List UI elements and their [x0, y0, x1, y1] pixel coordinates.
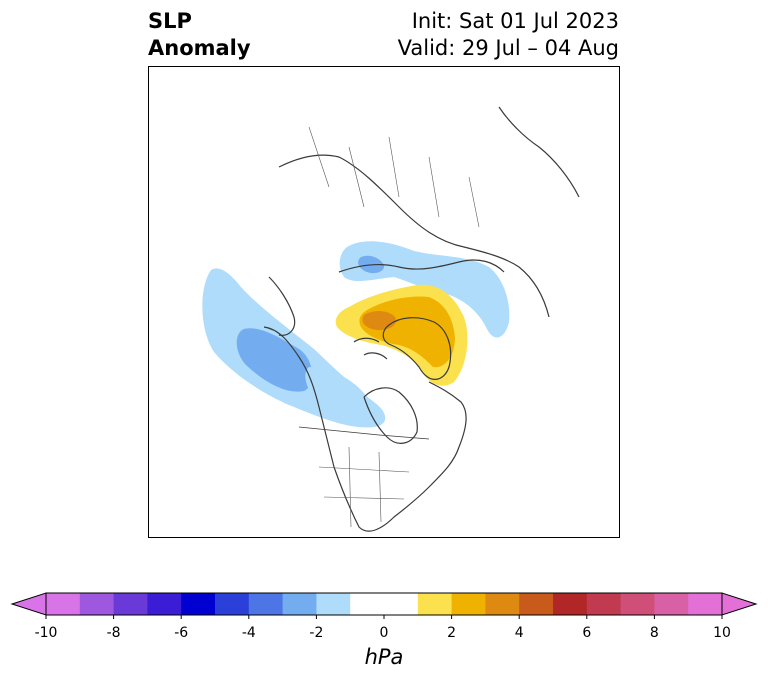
anomaly-shading [202, 241, 510, 428]
canada-negative-anomaly [305, 367, 382, 428]
valid-date-range: Valid: 29 Jul – 04 Aug [397, 36, 619, 60]
colorbar-bin [553, 593, 588, 615]
colorbar-bin [248, 593, 284, 615]
us-canada-border [298, 426, 430, 440]
coastlines [263, 106, 580, 532]
colorbar-bin [147, 593, 182, 615]
colorbar-bin [215, 593, 250, 615]
colorbar-bin [181, 593, 216, 615]
colorbar-bin [417, 593, 453, 615]
colorbar-tick-label: -8 [106, 625, 121, 641]
colorbar-bin [620, 593, 655, 615]
siberia-coast [338, 259, 505, 273]
colorbar-bin [46, 593, 81, 615]
colorbar-under-arrow [10, 592, 47, 616]
colorbar-tick-label: -10 [34, 625, 58, 641]
colorbar-bin [282, 593, 317, 615]
eurasia-coastline [278, 154, 550, 318]
init-date: Init: Sat 01 Jul 2023 [411, 9, 619, 33]
colorbar-tick-marks [45, 615, 723, 619]
hudson-bay-coast [363, 387, 418, 444]
colorbar-bins [46, 593, 723, 615]
arctic-archipelago-coast [353, 337, 388, 360]
colorbar-bin [586, 593, 622, 615]
colorbar-bin [654, 593, 689, 615]
north-america-coastline [263, 326, 467, 532]
colorbar-bin [451, 593, 486, 615]
map-svg [202, 106, 580, 532]
colorbar-tick-label: 6 [582, 625, 592, 641]
alaska-coast [268, 276, 296, 336]
colorbar-unit-label: hPa [364, 645, 404, 669]
greenland-positive-anomaly-mid [359, 296, 455, 368]
colorbar-tick-label: 2 [447, 625, 457, 641]
political-borders [308, 126, 480, 528]
colorbar-over-arrow [721, 592, 758, 616]
colorbar-bin [79, 593, 115, 615]
colorbar-tick-label: 8 [649, 625, 659, 641]
asia-east-coast [498, 106, 580, 198]
colorbar-bin [113, 593, 148, 615]
colorbar-tick-label: -4 [241, 625, 256, 641]
pacific-negative-anomaly-inner [236, 328, 313, 392]
colorbar [10, 592, 758, 619]
title-variable-line1: SLP [148, 9, 192, 33]
colorbar-tick-label: -6 [174, 625, 189, 641]
colorbar-bin [316, 593, 351, 615]
title-variable-line2: Anomaly [148, 36, 251, 60]
colorbar-bin [350, 593, 419, 615]
colorbar-tick-label: 4 [514, 625, 524, 641]
colorbar-bin [688, 593, 723, 615]
colorbar-bin [485, 593, 520, 615]
map-title: SLP Anomaly [148, 8, 251, 62]
colorbar-tick-label: 0 [379, 625, 389, 641]
colorbar-tick-label: 10 [713, 625, 731, 641]
map-panel [148, 66, 620, 538]
map-dates: Init: Sat 01 Jul 2023 Valid: 29 Jul – 04… [398, 8, 619, 62]
border-lines-us-states [318, 446, 410, 528]
colorbar-tick-label: -2 [309, 625, 324, 641]
greenland-coast [382, 317, 452, 380]
border-lines-eurasia [308, 126, 480, 228]
greenland-positive-anomaly-core [362, 311, 396, 331]
colorbar-bin [519, 593, 554, 615]
